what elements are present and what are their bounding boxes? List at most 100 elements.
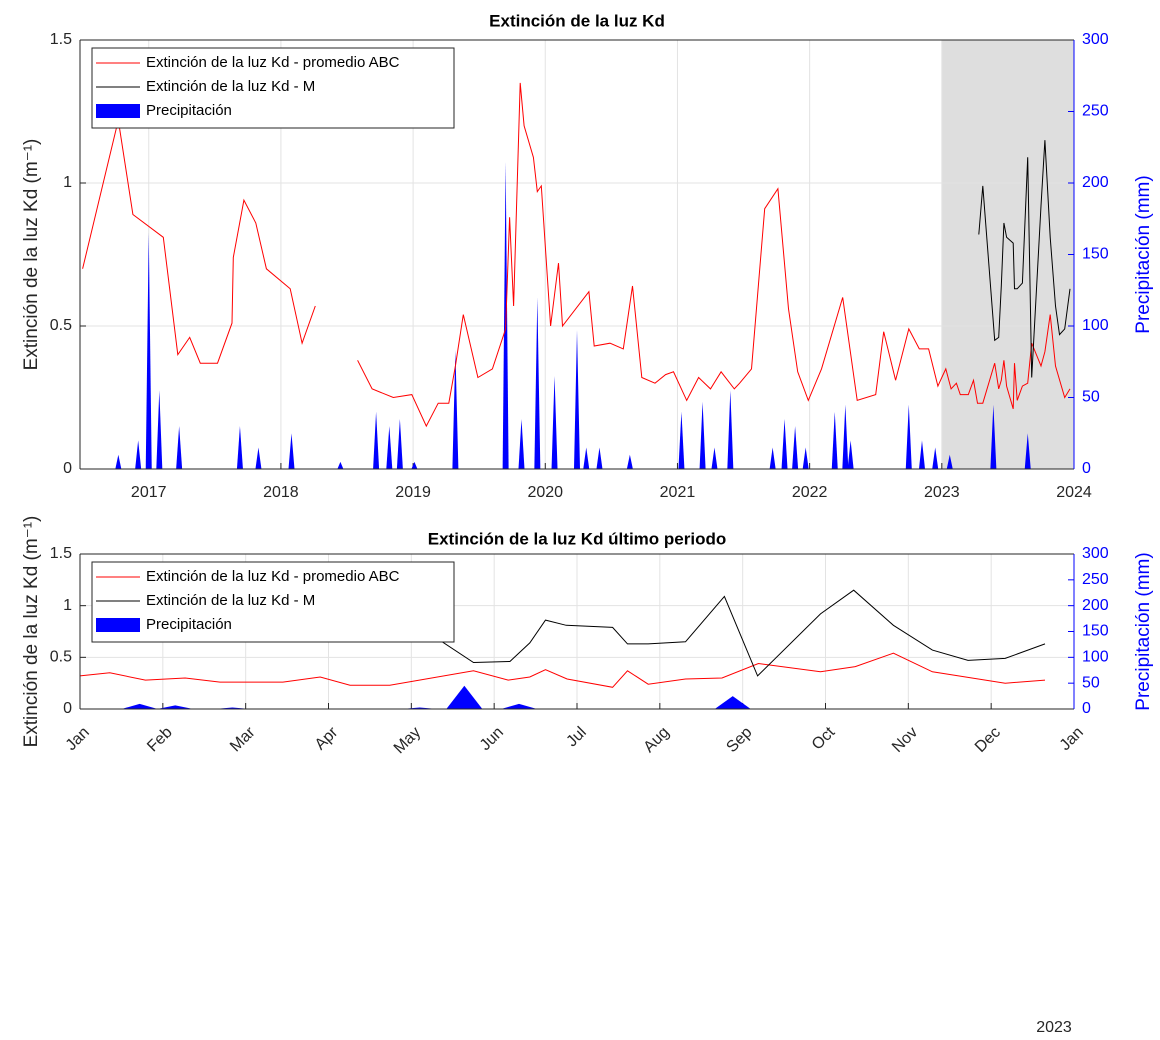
y2-tick-label: 150 — [1082, 623, 1109, 640]
precip-spike — [288, 433, 295, 469]
precip-spike — [792, 426, 799, 469]
precip-spike — [115, 454, 122, 469]
precip-spike — [121, 703, 158, 709]
chart-title: Extinción de la luz Kd último periodo — [428, 529, 726, 548]
precip-spike — [583, 447, 590, 469]
legend-label: Precipitación — [146, 102, 232, 119]
series-line — [82, 119, 316, 364]
legend-label: Precipitación — [146, 616, 232, 633]
precip-spike — [714, 696, 751, 709]
precip-spike — [452, 350, 459, 469]
x-tick-label: 2022 — [792, 484, 828, 501]
y2-tick-label: 50 — [1082, 674, 1100, 691]
y-axis-label: Extinción de la luz Kd (m⁻¹) — [21, 139, 42, 371]
precip-spike — [626, 454, 633, 469]
legend-swatch — [96, 618, 140, 632]
legend-label: Extinción de la luz Kd - promedio ABC — [146, 54, 400, 71]
y-tick-label: 1 — [63, 174, 72, 191]
y2-tick-label: 250 — [1082, 103, 1109, 120]
precip-spike — [1024, 433, 1031, 469]
series-line — [357, 82, 1071, 428]
precip-spike — [501, 703, 538, 709]
precip-spike — [932, 447, 939, 469]
precip-spike — [446, 685, 483, 709]
y2-axis-label: Precipitación (mm) — [1133, 175, 1154, 333]
y-tick-label: 1 — [63, 597, 72, 614]
chart-title: Extinción de la luz Kd — [489, 11, 665, 30]
precip-spike — [802, 447, 809, 469]
y2-tick-label: 100 — [1082, 317, 1109, 334]
y2-tick-label: 150 — [1082, 246, 1109, 263]
y-tick-label: 0.5 — [50, 649, 72, 666]
x-tick-label: Sep — [723, 724, 755, 756]
x-tick-label: Jan — [63, 724, 93, 754]
x-tick-label: Jun — [477, 724, 507, 754]
precip-spike — [847, 440, 854, 469]
precip-spike — [337, 461, 344, 469]
precip-spike — [156, 390, 163, 469]
precip-spike — [396, 418, 403, 469]
precip-spike — [769, 447, 776, 469]
x-tick-label: Mar — [227, 723, 259, 755]
y2-tick-label: 200 — [1082, 174, 1109, 191]
x-tick-label: 2019 — [395, 484, 431, 501]
precip-spike — [255, 447, 262, 469]
series-line — [353, 589, 1046, 677]
x-tick-label: 2017 — [131, 484, 167, 501]
x-annotation: 2023 — [1036, 1019, 1072, 1036]
x-tick-label: 2020 — [527, 484, 563, 501]
legend-swatch — [96, 104, 140, 118]
x-tick-label: Aug — [641, 724, 673, 756]
precip-spike — [905, 404, 912, 469]
precip-spike — [373, 411, 380, 469]
precip-spike — [574, 330, 580, 469]
precip-spike — [781, 418, 788, 469]
precip-spike — [145, 233, 152, 469]
legend-box — [91, 47, 455, 129]
y2-tick-label: 250 — [1082, 571, 1109, 588]
series-line — [978, 140, 1071, 378]
y-tick-label: 0 — [63, 460, 72, 477]
legend-box — [91, 561, 455, 643]
y2-tick-label: 100 — [1082, 649, 1109, 666]
y2-tick-label: 200 — [1082, 597, 1109, 614]
y-tick-label: 1.5 — [50, 545, 72, 562]
precip-spike — [596, 447, 603, 469]
precip-spike — [699, 401, 706, 469]
precip-spike — [946, 454, 953, 469]
x-tick-label: Apr — [312, 723, 342, 753]
x-tick-label: 2021 — [660, 484, 696, 501]
precip-spike — [411, 461, 418, 469]
y2-tick-label: 0 — [1082, 700, 1091, 717]
y-axis-label: Extinción de la luz Kd (m⁻¹) — [21, 516, 42, 748]
y2-tick-label: 300 — [1082, 31, 1109, 48]
x-tick-label: Oct — [809, 723, 839, 753]
precip-spike — [711, 447, 718, 469]
y2-tick-label: 50 — [1082, 389, 1100, 406]
precip-spike — [551, 376, 558, 469]
y-tick-label: 0.5 — [50, 317, 72, 334]
x-tick-label: 2018 — [263, 484, 299, 501]
x-tick-label: 2023 — [924, 484, 960, 501]
precip-spike — [534, 297, 541, 469]
highlight-region — [941, 40, 1074, 469]
y2-axis-label: Precipitación (mm) — [1133, 552, 1154, 710]
precip-spike — [518, 418, 525, 469]
x-tick-label: 2024 — [1056, 484, 1092, 501]
precip-spike — [386, 426, 393, 469]
precip-spike — [678, 411, 685, 469]
y2-tick-label: 0 — [1082, 460, 1091, 477]
legend-label: Extinción de la luz Kd - M — [146, 78, 315, 95]
precip-spike — [727, 390, 734, 469]
precip-spike — [990, 404, 997, 469]
precip-spike — [831, 411, 838, 469]
precip-spike — [157, 705, 194, 709]
y2-tick-label: 300 — [1082, 545, 1109, 562]
x-tick-label: Dec — [972, 724, 1004, 756]
legend-label: Extinción de la luz Kd - M — [146, 592, 315, 609]
precip-spike — [176, 426, 183, 469]
precip-spike — [918, 440, 925, 469]
x-tick-label: May — [391, 724, 424, 757]
y-tick-label: 0 — [63, 700, 72, 717]
